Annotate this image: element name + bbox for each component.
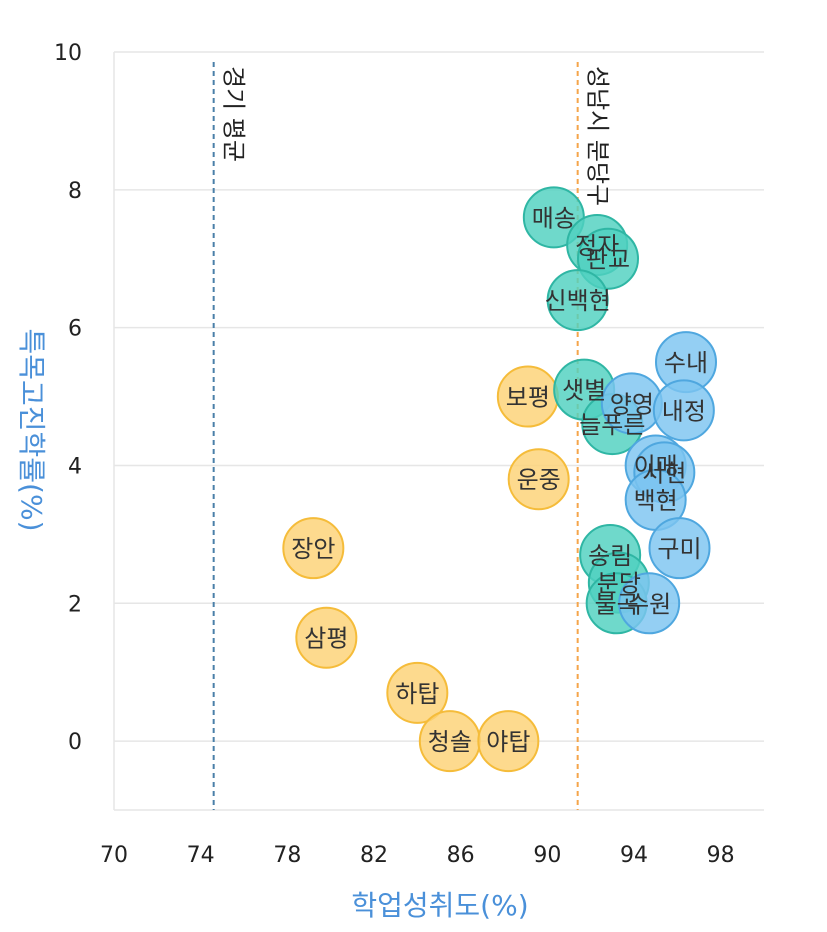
y-axis-ticks: 0 2 4 6 8 10	[54, 41, 82, 755]
bubble-label: 수원	[627, 590, 671, 618]
bubble-label: 삼평	[304, 625, 348, 653]
bubble-label: 장안	[291, 535, 335, 563]
bubble-label: 하탑	[395, 680, 439, 708]
bubble	[282, 517, 345, 580]
bubble	[386, 661, 449, 724]
x-tick-label: 74	[187, 843, 215, 868]
x-axis-title: 학업성취도(%)	[351, 889, 528, 922]
bubble-label: 불곡	[595, 590, 639, 618]
bubble-label: 보평	[506, 384, 550, 412]
bubble	[618, 572, 681, 635]
bubble-label: 청솔	[428, 728, 472, 756]
x-axis-ticks: 70 74 78 82 86 90 94 98	[100, 843, 735, 868]
bubble-label: 신백현	[545, 287, 611, 315]
bubble-label: 이매	[634, 452, 678, 480]
bubble-label: 구미	[657, 535, 701, 563]
bubble-label: 수내	[664, 349, 708, 377]
x-tick-label: 94	[620, 843, 648, 868]
bubble-label: 운중	[517, 466, 561, 494]
bubble-label: 늘푸른	[579, 411, 645, 439]
y-tick-label: 0	[68, 730, 82, 755]
y-tick-label: 2	[68, 592, 82, 617]
y-tick-label: 8	[68, 179, 82, 204]
bubble-label: 판교	[586, 246, 630, 274]
grid-lines	[113, 51, 764, 811]
bubble-label: 야탑	[486, 728, 530, 756]
bubble-label: 분당	[597, 570, 641, 598]
bubble-label: 양영	[610, 390, 654, 418]
x-tick-label: 86	[447, 843, 475, 868]
x-tick-label: 82	[360, 843, 388, 868]
y-tick-label: 4	[68, 454, 82, 479]
bubble-label: 매송	[532, 204, 576, 232]
bubble-label: 백현	[634, 487, 678, 515]
bubble-label: 정자	[575, 232, 619, 260]
x-tick-label: 70	[100, 843, 128, 868]
bubble	[477, 710, 540, 773]
bubble-label: 송림	[588, 542, 632, 570]
bubble	[648, 517, 711, 580]
y-tick-label: 6	[68, 317, 82, 342]
x-tick-label: 98	[707, 843, 735, 868]
reference-lines: 경기 평균 성남시 분당구	[212, 62, 612, 810]
bubble	[546, 269, 609, 332]
reference-line-label: 성남시 분당구	[584, 66, 612, 206]
bubble	[295, 606, 358, 669]
bubble	[507, 448, 570, 511]
bubble-label: 샛별	[562, 377, 606, 405]
x-tick-label: 90	[533, 843, 561, 868]
bubble-label: 서현	[642, 459, 686, 487]
reference-line-label: 경기 평균	[220, 66, 248, 162]
x-tick-label: 78	[273, 843, 301, 868]
y-tick-label: 10	[54, 41, 82, 66]
y-axis-title: 특목고진학률(%)	[15, 328, 48, 531]
bubble-label: 내정	[662, 397, 706, 425]
bubble	[652, 379, 715, 442]
